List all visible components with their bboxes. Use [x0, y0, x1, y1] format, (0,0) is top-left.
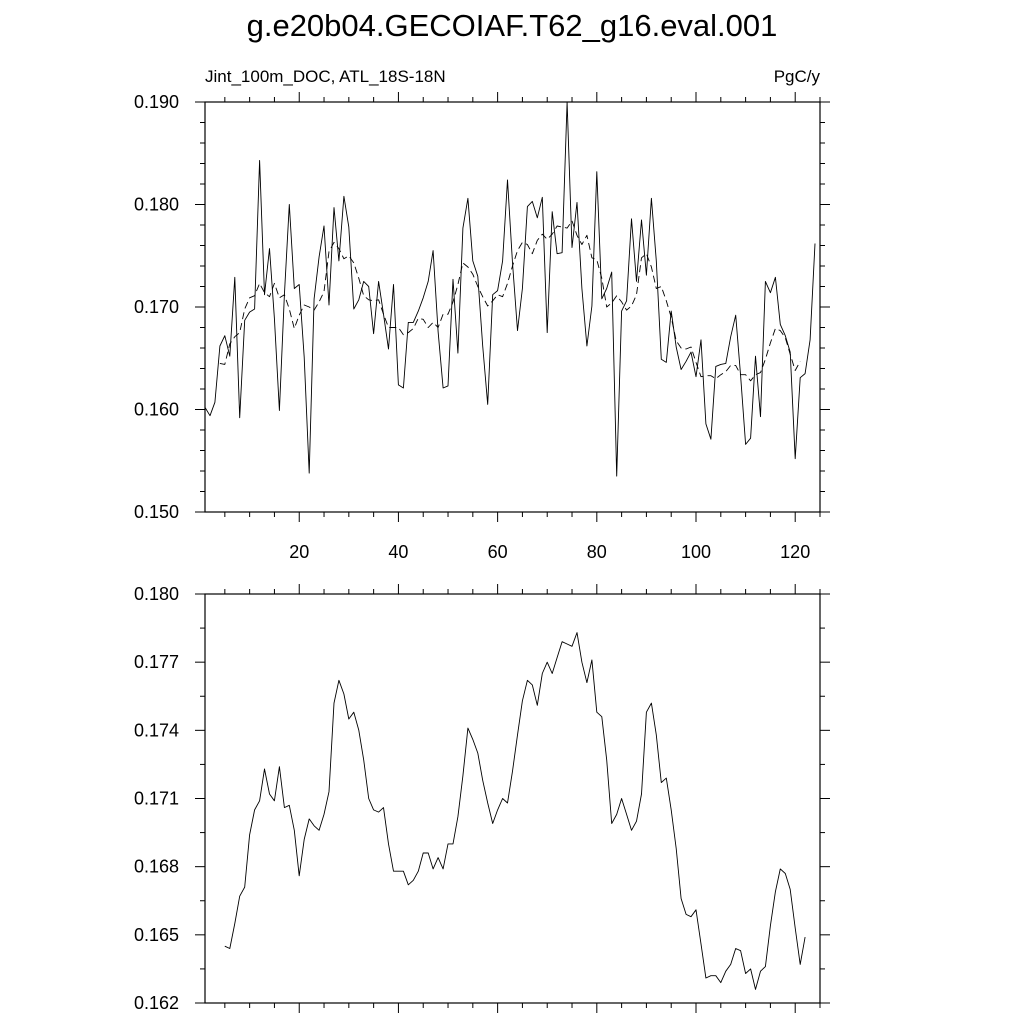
- y-tick-label: 0.190: [134, 92, 179, 112]
- x-tick-label: 120: [780, 542, 810, 562]
- y-tick-label: 0.180: [134, 195, 179, 215]
- x-tick-label: 100: [681, 542, 711, 562]
- y-tick-label: 0.150: [134, 502, 179, 522]
- plot-frame: [204, 101, 821, 513]
- chart-panel-1: 20 40 60 80 100 120 0.150 0.160 0.170 0.180 0.190 J…: [134, 67, 830, 562]
- chart-panel-2: 0.162 0.165 0.168 0.171 0.174 0.177 0.180: [134, 584, 830, 1013]
- plot-frame: [204, 593, 821, 1004]
- y-tick-label: 0.160: [134, 400, 179, 420]
- series-line-dashed: [219, 220, 801, 382]
- y-tick-label: 0.168: [134, 857, 179, 877]
- series-line-solid: [224, 632, 806, 990]
- series-line-solid: [204, 101, 816, 477]
- y-tick-label: 0.162: [134, 993, 179, 1013]
- y-tick-label: 0.170: [134, 297, 179, 317]
- y-tick-label: 0.180: [134, 584, 179, 604]
- left-string: Jint_100m_DOC, ATL_18S-18N: [205, 67, 446, 86]
- right-string: PgC/y: [774, 67, 821, 86]
- figure-title: g.e20b04.GECOIAF.T62_g16.eval.001: [246, 8, 778, 43]
- x-tick-label: 20: [289, 542, 309, 562]
- y-tick-label: 0.177: [134, 652, 179, 672]
- y-tick-label: 0.165: [134, 925, 179, 945]
- y-tick-label: 0.171: [134, 789, 179, 809]
- x-tick-label: 40: [388, 542, 408, 562]
- x-tick-label: 60: [488, 542, 508, 562]
- x-tick-label: 80: [587, 542, 607, 562]
- y-tick-label: 0.174: [134, 720, 179, 740]
